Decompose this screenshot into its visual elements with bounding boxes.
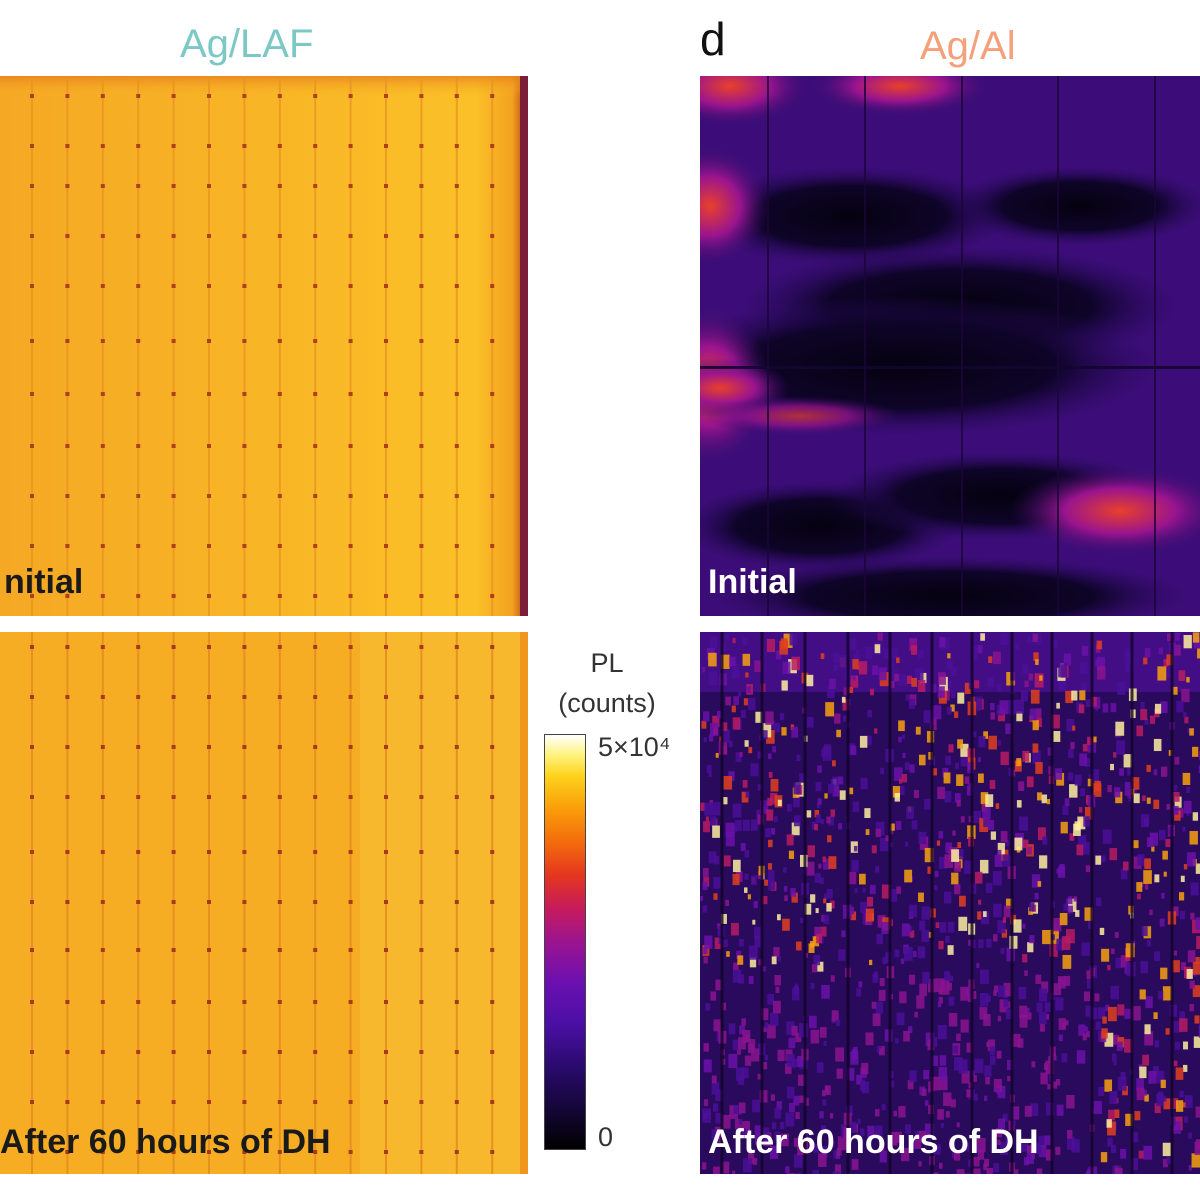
pl-map-al-initial-image (700, 76, 1200, 616)
colorbar (544, 734, 586, 1150)
map-label-after-dh: After 60 hours of DH (708, 1123, 1039, 1161)
pl-map-al-after-image (700, 632, 1200, 1174)
colorbar-title-pl: PL (590, 648, 624, 678)
left-column-title: Ag/LAF (180, 22, 314, 66)
map-label-initial: Initial (708, 563, 797, 601)
map-label-after-dh: After 60 hours of DH (0, 1123, 331, 1161)
pl-map-laf-initial: nitial (0, 76, 528, 616)
pl-map-al-initial: Initial (700, 76, 1200, 616)
pl-map-al-after-dh: After 60 hours of DH (700, 632, 1200, 1174)
panel-letter-d: d (700, 13, 726, 65)
right-column-title: Ag/Al (920, 24, 1016, 68)
colorbar-max-label: 5×10⁴ (598, 732, 671, 762)
pl-map-laf-after-dh: After 60 hours of DH (0, 632, 528, 1174)
colorbar-min-label: 0 (598, 1122, 614, 1152)
colorbar-title-counts: (counts) (558, 688, 656, 718)
map-label-initial: nitial (4, 563, 84, 601)
pl-map-laf-after-image (0, 632, 528, 1174)
pl-map-laf-initial-image (0, 76, 528, 616)
